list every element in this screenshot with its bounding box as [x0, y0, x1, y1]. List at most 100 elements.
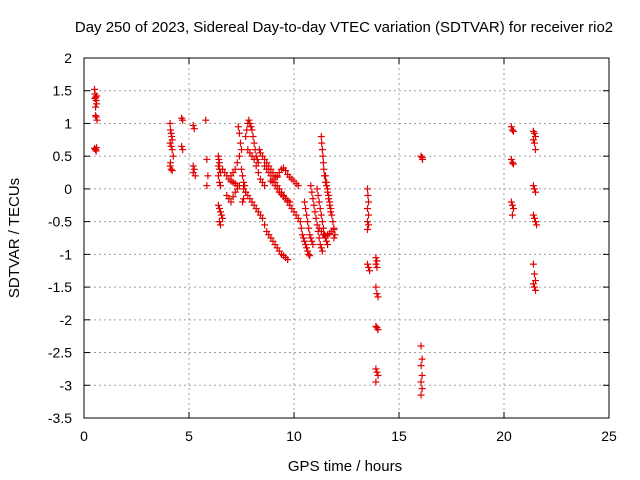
data-point [312, 214, 320, 222]
x-axis-label: GPS time / hours [288, 458, 402, 475]
data-point [364, 205, 371, 213]
data-point [241, 182, 249, 190]
data-point [250, 155, 258, 163]
y-tick-label: -1.5 [48, 279, 72, 295]
y-tick-label: -0.5 [48, 214, 72, 230]
data-point [507, 123, 515, 131]
data-point [310, 201, 318, 209]
data-point [302, 241, 310, 249]
y-tick-label: 1.5 [53, 83, 73, 99]
data-point [217, 221, 224, 229]
data-point [372, 260, 380, 268]
data-point [167, 126, 175, 134]
data-point [418, 371, 426, 379]
data-point [509, 160, 517, 168]
data-point [328, 211, 336, 219]
data-point [323, 178, 331, 186]
data-point [374, 371, 382, 379]
data-point [167, 142, 175, 150]
data-point [305, 224, 313, 232]
y-tick-label: 1 [64, 115, 72, 131]
data-point [417, 152, 425, 160]
data-point [308, 237, 316, 245]
data-point [365, 211, 373, 219]
data-point [303, 244, 311, 252]
data-point [322, 172, 329, 180]
data-point [250, 139, 258, 147]
data-point [373, 290, 381, 298]
data-point [508, 201, 516, 209]
data-point [249, 133, 257, 141]
data-point [417, 342, 425, 350]
data-point [417, 391, 425, 399]
data-point [318, 247, 326, 255]
data-point [179, 116, 187, 124]
data-point [324, 185, 332, 193]
data-point [240, 195, 248, 203]
data-point [93, 100, 101, 108]
data-point [235, 152, 243, 160]
data-point [254, 169, 262, 177]
data-point [365, 263, 373, 271]
data-point [239, 198, 247, 206]
data-point [529, 260, 537, 268]
chart-title: Day 250 of 2023, Sidereal Day-to-day VTE… [75, 19, 613, 36]
data-point [327, 205, 335, 213]
data-point [306, 231, 314, 239]
data-point [169, 152, 177, 160]
x-tick-label: 0 [80, 428, 88, 444]
data-point [167, 129, 175, 137]
data-point [93, 116, 101, 124]
data-point [315, 198, 323, 206]
data-point [246, 119, 254, 127]
data-point [366, 267, 374, 275]
data-point [92, 112, 100, 120]
data-point [418, 385, 426, 393]
y-tick-label: 2 [64, 50, 72, 66]
data-point [529, 182, 537, 190]
data-point [364, 185, 371, 193]
data-point [530, 129, 538, 137]
data-point [247, 123, 255, 131]
x-axis: 0 5 10 15 20 25 [80, 58, 617, 444]
data-point [532, 218, 539, 226]
data-point [284, 256, 292, 264]
data-point [255, 146, 263, 154]
data-point [309, 241, 317, 249]
data-point [323, 237, 331, 245]
y-axis-label: SDTVAR / TECUs [6, 178, 23, 298]
data-point [304, 247, 312, 255]
data-point [190, 125, 198, 133]
data-point [166, 119, 174, 127]
data-point [318, 139, 326, 147]
data-point [239, 172, 247, 180]
data-point [92, 147, 100, 155]
data-point [417, 378, 425, 386]
data-point [374, 293, 382, 301]
data-point [317, 211, 325, 219]
data-point [373, 263, 381, 271]
y-axis: -3.5 -3 -2.5 -2 -1.5 -1 -0.5 0 0.5 1 1.5 2 [48, 50, 609, 426]
x-tick-label: 15 [391, 428, 407, 444]
data-point [330, 234, 338, 242]
data-point [365, 221, 373, 229]
data-point [529, 136, 537, 144]
data-point [238, 165, 245, 173]
data-point [532, 188, 539, 196]
data-point [240, 178, 248, 186]
data-point [309, 195, 317, 203]
data-point [217, 182, 224, 190]
data-point [261, 182, 269, 190]
data-point [261, 221, 269, 229]
data-point [364, 218, 371, 226]
data-point [329, 218, 337, 226]
data-point [294, 182, 302, 190]
data-point [203, 155, 211, 163]
data-point [92, 103, 100, 111]
data-point [202, 116, 210, 124]
data-point [203, 182, 211, 190]
y-tick-label: -3 [60, 377, 73, 393]
data-point [308, 188, 316, 196]
data-point [227, 198, 235, 206]
